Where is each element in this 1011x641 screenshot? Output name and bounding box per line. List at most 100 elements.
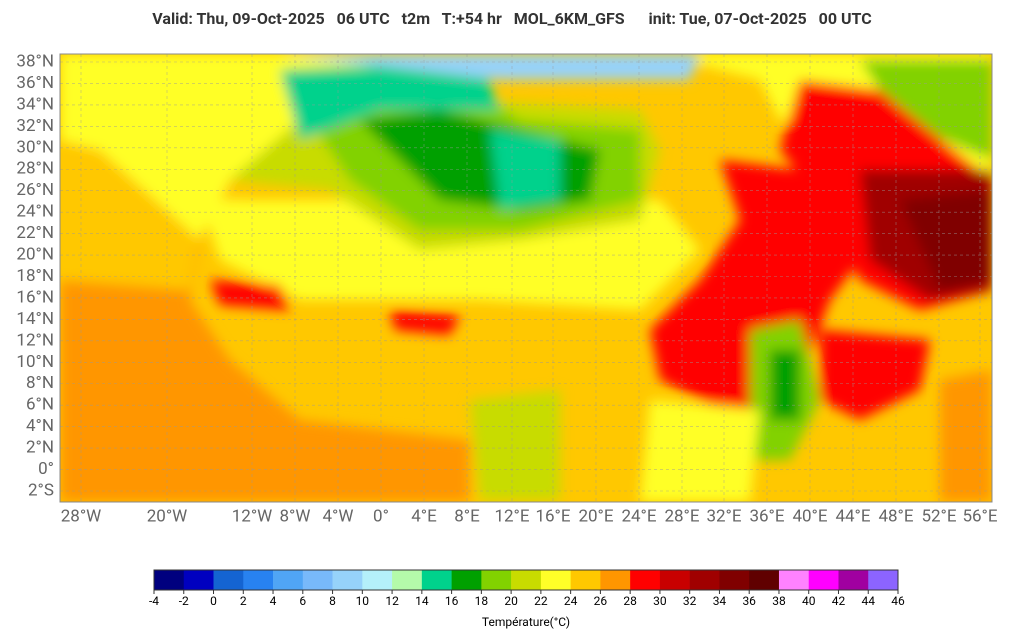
colorbar-swatch	[749, 570, 780, 590]
lon-label: 12°E	[494, 506, 529, 526]
colorbar-label: Température(°C)	[482, 615, 570, 629]
colorbar: -4 -2 0 2 4 6 8 10 12 14 16 18 20 22 24 26 28 30 32 34 36 38 4…	[149, 569, 905, 608]
colorbar-tick-label: 8	[329, 594, 336, 608]
colorbar-swatch	[630, 570, 661, 590]
lat-label: 0°	[38, 459, 54, 479]
lon-label: 32°E	[706, 506, 741, 526]
colorbar-swatch	[302, 570, 333, 590]
colorbar-tick-label: 14	[415, 594, 429, 608]
colorbar-swatch	[481, 570, 512, 590]
lat-label: 12°N	[16, 330, 54, 350]
colorbar-tick-label: 36	[742, 594, 756, 608]
colorbar-swatch	[392, 570, 423, 590]
colorbar-tick-label: 44	[861, 594, 875, 608]
colorbar-tick-label: 38	[772, 594, 786, 608]
lon-label: 20°W	[147, 506, 188, 526]
colorbar-tick-label: 42	[832, 594, 846, 608]
colorbar-tick-label: 40	[802, 594, 816, 608]
lat-label: 16°N	[16, 287, 54, 307]
lon-label: 28°E	[664, 506, 699, 526]
colorbar-tick-label: 18	[475, 594, 489, 608]
colorbar-tick-label: 34	[713, 594, 727, 608]
lon-label: 8°E	[454, 506, 480, 526]
lon-label: 20°E	[578, 506, 613, 526]
colorbar-tick-label: 28	[623, 594, 637, 608]
lon-label: 36°E	[749, 506, 784, 526]
title: Valid: Thu, 09-Oct-2025 06 UTC t2m T:+54…	[152, 9, 871, 28]
colorbar-tick-label: 6	[299, 594, 306, 608]
colorbar-tick-label: 0	[210, 594, 217, 608]
temperature-map	[60, 54, 992, 502]
colorbar-swatch	[511, 570, 542, 590]
lat-label: 32°N	[16, 116, 54, 136]
lon-label: 4°E	[411, 506, 437, 526]
lon-label: 28°W	[61, 506, 102, 526]
lon-label: 8°W	[280, 506, 311, 526]
lat-label: 10°N	[16, 352, 54, 372]
lon-label: 56°E	[962, 506, 997, 526]
axes: 38°N36°N34°N32°N30°N28°N26°N24°N22°N20°N…	[16, 51, 997, 526]
lat-label: 28°N	[16, 159, 54, 179]
colorbar-swatch	[600, 570, 631, 590]
colorbar-swatch	[778, 570, 810, 590]
lon-label: 52°E	[921, 506, 956, 526]
lat-label: 34°N	[16, 94, 54, 114]
lat-label: 22°N	[16, 223, 54, 243]
colorbar-tick-label: 12	[385, 594, 399, 608]
lat-label: 26°N	[16, 180, 54, 200]
colorbar-swatch	[332, 570, 363, 590]
colorbar-tick-label: 20	[504, 594, 518, 608]
lon-label: 16°E	[535, 506, 570, 526]
colorbar-tick-label: 2	[240, 594, 247, 608]
colorbar-tick-label: -2	[179, 594, 189, 608]
colorbar-swatch	[570, 570, 601, 590]
lon-label: 24°E	[621, 506, 656, 526]
colorbar-swatch	[689, 570, 720, 590]
lat-label: 38°N	[16, 51, 54, 71]
colorbar-swatch	[451, 570, 482, 590]
lon-label: 4°W	[323, 506, 354, 526]
colorbar-tick-label: -4	[149, 594, 159, 608]
colorbar-tick-label: 32	[683, 594, 697, 608]
colorbar-tick-label: 10	[356, 594, 370, 608]
map-frame	[59, 53, 993, 503]
colorbar-tick-label: 30	[653, 594, 667, 608]
lat-label: 8°N	[26, 373, 54, 393]
lat-label: 2°S	[28, 480, 54, 500]
lat-label: 2°N	[26, 438, 54, 458]
colorbar-swatch	[719, 570, 750, 590]
lon-label: 12°W	[232, 506, 273, 526]
lat-label: 30°N	[16, 137, 54, 157]
lat-label: 36°N	[16, 73, 54, 93]
lat-label: 24°N	[16, 202, 54, 222]
colorbar-swatch	[838, 570, 869, 590]
lon-label: 0°	[373, 506, 389, 526]
graticule	[60, 54, 992, 502]
lat-label: 20°N	[16, 245, 54, 265]
colorbar-swatch	[273, 570, 304, 590]
colorbar-swatch	[362, 570, 393, 590]
colorbar-tick-label: 16	[445, 594, 459, 608]
colorbar-swatch	[213, 570, 244, 590]
lat-label: 6°N	[26, 395, 54, 415]
colorbar-tick-label: 26	[594, 594, 608, 608]
colorbar-swatch	[154, 570, 185, 590]
colorbar-frame	[153, 569, 899, 591]
lat-label: 18°N	[16, 266, 54, 286]
colorbar-swatch	[243, 570, 274, 590]
colorbar-swatch	[540, 570, 571, 590]
lat-label: 14°N	[16, 309, 54, 329]
colorbar-swatch	[183, 570, 214, 590]
colorbar-swatch	[421, 570, 452, 590]
colorbar-swatch	[808, 570, 839, 590]
lon-label: 48°E	[878, 506, 913, 526]
lat-label: 4°N	[26, 416, 54, 436]
lon-label: 44°E	[835, 506, 870, 526]
colorbar-swatch	[659, 570, 690, 590]
colorbar-tick-label: 4	[270, 594, 277, 608]
lon-label: 40°E	[792, 506, 827, 526]
colorbar-tick-label: 22	[534, 594, 548, 608]
colorbar-swatch	[868, 570, 899, 590]
colorbar-tick-label: 24	[564, 594, 578, 608]
